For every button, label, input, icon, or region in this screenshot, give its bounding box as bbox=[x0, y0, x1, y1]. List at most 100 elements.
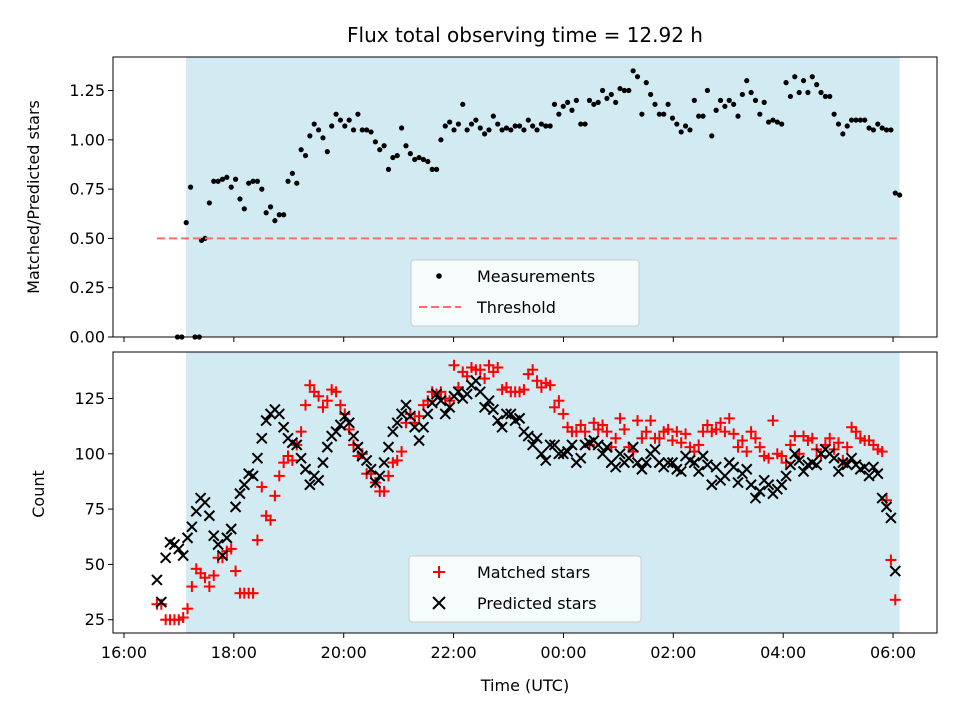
predicted-x-b bbox=[422, 408, 434, 420]
measurement-point bbox=[333, 111, 339, 117]
predicted-star-point bbox=[452, 386, 465, 398]
predicted-star-point bbox=[439, 408, 451, 420]
measurement-point bbox=[412, 156, 418, 163]
measurement-point bbox=[403, 143, 409, 149]
predicted-star-point bbox=[880, 501, 893, 513]
measurement-point bbox=[276, 212, 282, 218]
predicted-star-point bbox=[443, 401, 456, 414]
predicted-x-b bbox=[221, 532, 233, 544]
predicted-x-b bbox=[256, 432, 268, 444]
measurement-point bbox=[329, 123, 335, 129]
predicted-x-b bbox=[535, 448, 548, 460]
matched-star-point bbox=[317, 401, 329, 413]
measurement-point bbox=[534, 127, 540, 133]
measurement-point bbox=[634, 74, 641, 80]
predicted-star-point bbox=[229, 501, 242, 513]
measurement-point bbox=[241, 206, 247, 212]
matched-star-point bbox=[251, 534, 263, 546]
measurement-point bbox=[809, 74, 815, 80]
matched-star-point bbox=[597, 419, 609, 431]
matched-star-point bbox=[225, 543, 237, 555]
measurement-point bbox=[608, 91, 614, 98]
predicted-star-point bbox=[216, 549, 229, 562]
predicted-x-b bbox=[666, 456, 679, 469]
matched-star-point bbox=[313, 390, 325, 402]
measurement-point bbox=[630, 68, 636, 74]
predicted-x-b bbox=[858, 461, 871, 473]
measurement-point bbox=[320, 135, 326, 141]
predicted-x-b bbox=[780, 470, 792, 482]
measurement-point bbox=[455, 121, 461, 127]
predicted-star-point bbox=[535, 448, 548, 460]
measurement-point bbox=[744, 78, 750, 84]
matched-star-point bbox=[295, 426, 307, 438]
measurement-point bbox=[473, 117, 479, 123]
predicted-star-point bbox=[749, 492, 762, 504]
predicted-x-b bbox=[505, 408, 517, 420]
predicted-star-point bbox=[387, 425, 399, 438]
predicted-x-b bbox=[500, 408, 513, 420]
measurement-point bbox=[691, 97, 697, 103]
measurement-point bbox=[556, 111, 562, 117]
measurement-point bbox=[656, 111, 662, 117]
measurement-point bbox=[377, 147, 383, 153]
top-legend: Measurements Threshold bbox=[410, 259, 640, 327]
predicted-x-b bbox=[273, 408, 285, 420]
predicted-star-point bbox=[876, 492, 888, 504]
predicted-star-point bbox=[408, 421, 421, 433]
measurement-point bbox=[591, 101, 597, 107]
measurement-point bbox=[206, 200, 212, 206]
predicted-x-b bbox=[841, 459, 853, 471]
predicted-star-point bbox=[365, 463, 377, 475]
measurement-point bbox=[796, 89, 802, 96]
predicted-x-b bbox=[151, 574, 163, 586]
matched-star-point bbox=[182, 603, 194, 615]
predicted-x-b bbox=[627, 441, 639, 453]
predicted-x-b bbox=[885, 512, 897, 524]
bottom-legend-box bbox=[408, 555, 642, 623]
predicted-x-b bbox=[810, 459, 823, 471]
x-tick-label: 04:00 bbox=[760, 643, 806, 662]
predicted-star-point bbox=[382, 441, 395, 453]
predicted-x-b bbox=[387, 425, 399, 438]
measurement-point bbox=[599, 87, 606, 94]
matched-star-point bbox=[710, 423, 722, 435]
measurement-point bbox=[442, 123, 448, 129]
predicted-star-point bbox=[544, 439, 556, 451]
measurement-point bbox=[512, 123, 518, 129]
matched-star-point bbox=[588, 417, 600, 429]
y-tick-label: 75 bbox=[85, 500, 105, 519]
matched-star-point bbox=[745, 426, 757, 438]
y-tick-label: 1.00 bbox=[69, 130, 105, 149]
predicted-x-b bbox=[291, 439, 303, 451]
predicted-star-point bbox=[461, 388, 473, 400]
measurement-point bbox=[787, 93, 794, 100]
measurement-point bbox=[739, 91, 745, 98]
predicted-x-b bbox=[286, 437, 299, 449]
matched-star-point bbox=[492, 361, 504, 373]
measurement-point bbox=[250, 178, 256, 184]
measurement-point bbox=[731, 101, 737, 107]
matched-star-point bbox=[177, 612, 189, 624]
predicted-star-point bbox=[666, 456, 679, 469]
predicted-star-point bbox=[173, 543, 185, 555]
matched-star-point bbox=[666, 435, 678, 447]
predicted-x-b bbox=[832, 465, 845, 478]
matched-star-point bbox=[832, 437, 844, 449]
predicted-x-b bbox=[478, 401, 491, 414]
measurement-point bbox=[674, 121, 680, 127]
predicted-star-point bbox=[592, 439, 604, 451]
predicted-star-point bbox=[793, 454, 805, 467]
predicted-star-point bbox=[483, 394, 495, 407]
measurement-point bbox=[687, 127, 693, 133]
measurement-point bbox=[224, 174, 230, 180]
predicted-x-b bbox=[186, 521, 198, 533]
predicted-x-b bbox=[784, 459, 797, 471]
predicted-x-b bbox=[413, 434, 425, 447]
predicted-star-point bbox=[234, 487, 246, 500]
matched-star-point bbox=[413, 410, 425, 422]
predicted-star-point bbox=[339, 410, 351, 422]
measurement-point bbox=[499, 127, 505, 133]
measurement-point bbox=[857, 117, 863, 123]
top-axes-frame bbox=[112, 56, 938, 338]
